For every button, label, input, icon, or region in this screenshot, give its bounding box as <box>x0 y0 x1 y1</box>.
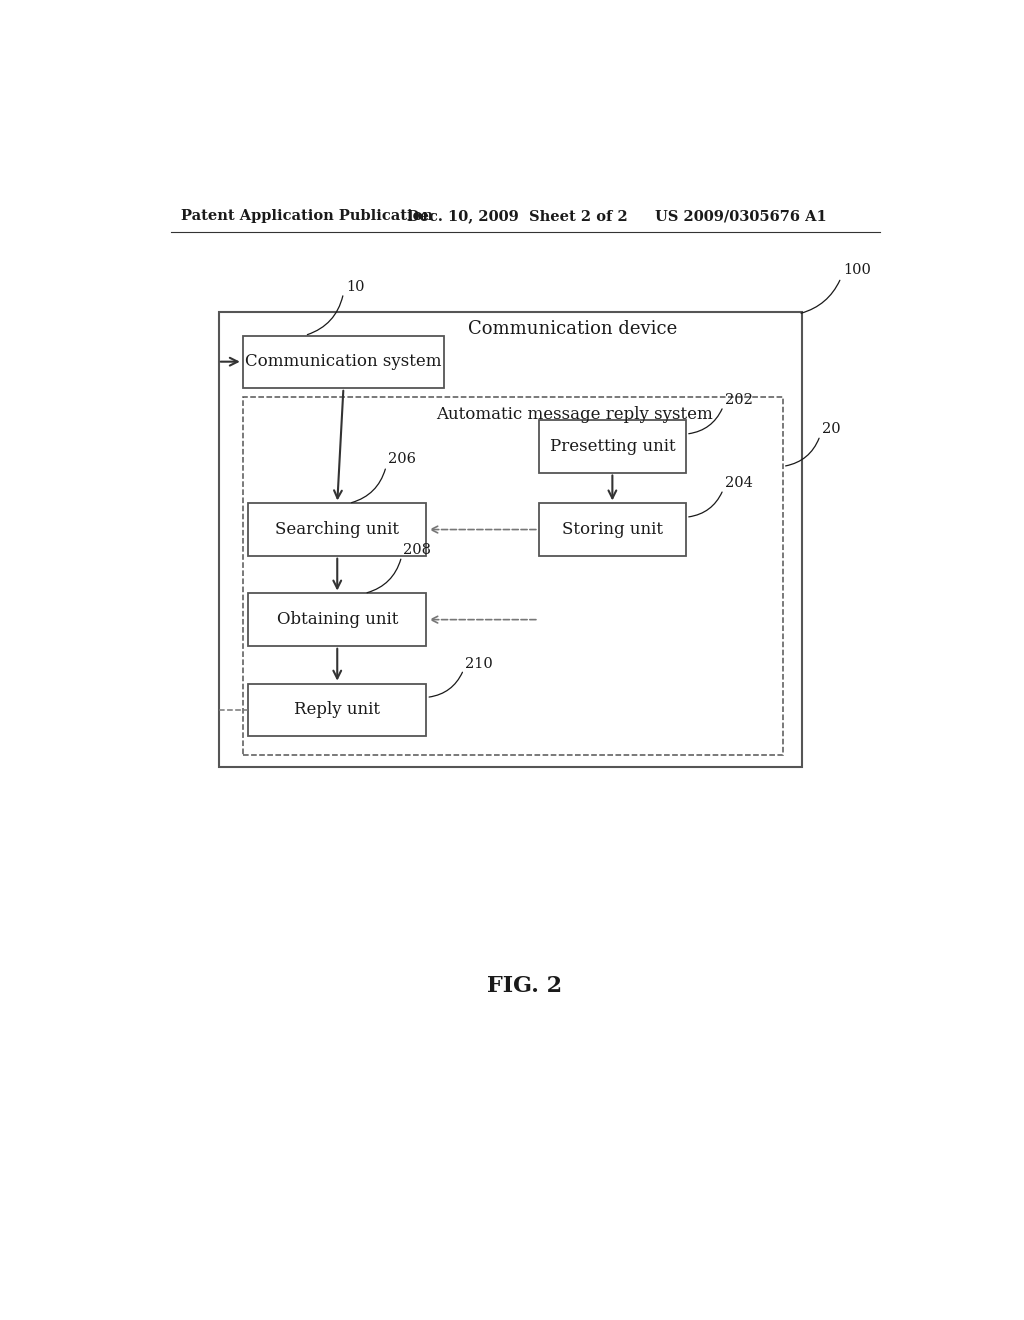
Text: US 2009/0305676 A1: US 2009/0305676 A1 <box>655 209 826 223</box>
Text: FIG. 2: FIG. 2 <box>487 975 562 997</box>
Text: 202: 202 <box>725 393 753 407</box>
Text: Reply unit: Reply unit <box>294 701 380 718</box>
Text: Dec. 10, 2009  Sheet 2 of 2: Dec. 10, 2009 Sheet 2 of 2 <box>407 209 628 223</box>
Text: Automatic message reply system: Automatic message reply system <box>436 405 713 422</box>
Text: Searching unit: Searching unit <box>275 521 399 539</box>
Text: Obtaining unit: Obtaining unit <box>276 611 398 628</box>
Text: Communication device: Communication device <box>468 321 678 338</box>
Text: 100: 100 <box>844 263 871 277</box>
Text: 210: 210 <box>465 656 493 671</box>
Text: Communication system: Communication system <box>245 354 441 370</box>
Text: 206: 206 <box>388 453 416 466</box>
Text: Storing unit: Storing unit <box>562 521 663 539</box>
Text: Patent Application Publication: Patent Application Publication <box>180 209 433 223</box>
Text: 208: 208 <box>403 543 431 557</box>
Text: Presetting unit: Presetting unit <box>550 438 675 455</box>
Text: 10: 10 <box>346 280 365 294</box>
Text: 204: 204 <box>725 477 753 490</box>
Text: 20: 20 <box>821 422 841 437</box>
